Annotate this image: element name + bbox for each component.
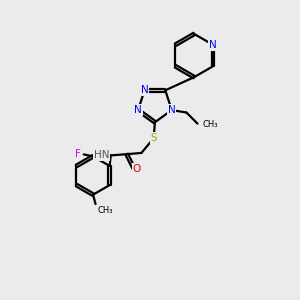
Text: CH₃: CH₃ [203,120,218,129]
Text: N: N [134,105,142,115]
Text: N: N [141,85,148,95]
Text: HN: HN [94,150,110,160]
Text: F: F [75,149,81,159]
Text: N: N [168,105,176,115]
Text: N: N [209,40,217,50]
Text: CH₃: CH₃ [98,206,113,215]
Text: O: O [132,164,141,174]
Text: S: S [150,133,157,143]
